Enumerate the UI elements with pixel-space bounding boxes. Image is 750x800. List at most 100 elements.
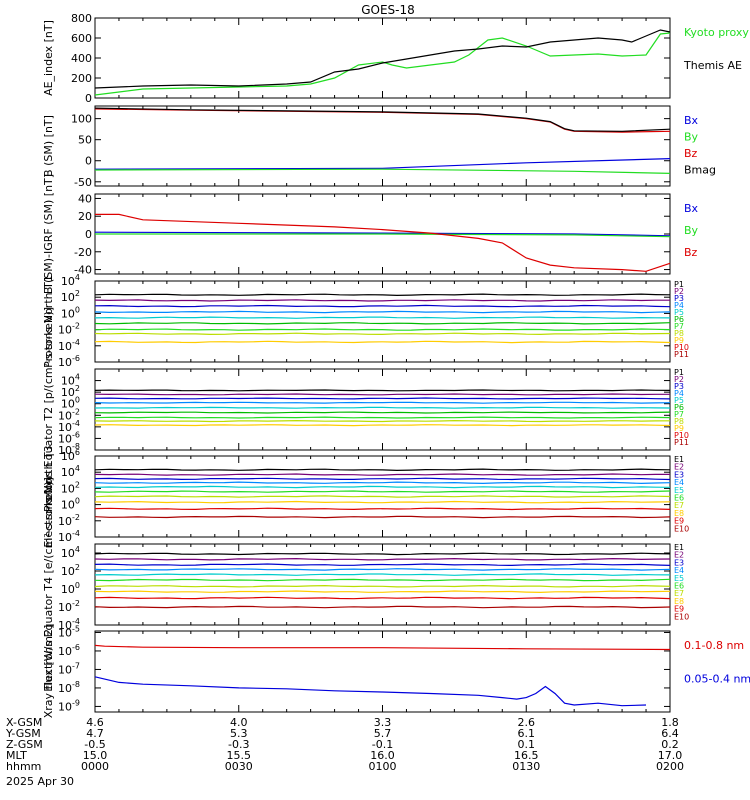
footer-value: 15.0 <box>83 749 108 762</box>
series-line-e2 <box>94 473 670 476</box>
footer-value: 4.6 <box>86 716 104 729</box>
panel-frame <box>94 280 671 363</box>
footer-value: 3.3 <box>374 716 392 729</box>
series-line-e8 <box>94 500 671 504</box>
legend-e4: E4 <box>674 478 684 487</box>
y-axis-label: B (SM) [nT] <box>42 115 55 177</box>
y-tick-exponent: -8 <box>72 680 80 689</box>
panel-frame <box>94 543 671 626</box>
series-line-p6 <box>94 322 671 325</box>
series-line-e8 <box>94 590 671 594</box>
y-axis-label: Protons North T1 <box>42 275 55 368</box>
y-tick-exponent: 0 <box>75 497 80 506</box>
y-tick-exponent: -5 <box>72 624 80 633</box>
series-line-themis-ae <box>94 29 671 89</box>
footer-value: 6.4 <box>661 727 679 740</box>
y-tick-label: 800 <box>71 12 92 25</box>
y-tick-label: 10-4 <box>58 338 80 353</box>
series-line-by <box>95 233 671 238</box>
y-tick-exponent: -7 <box>72 661 80 670</box>
y-tick-exponent: -2 <box>72 513 80 522</box>
y-tick-exponent: 2 <box>75 384 80 393</box>
footer-value: -0.5 <box>84 738 105 751</box>
y-tick-label: -20 <box>74 246 92 259</box>
series-line-p7 <box>94 328 671 331</box>
y-tick-label: -50 <box>74 176 92 189</box>
legend-bx: Bx <box>684 114 699 127</box>
legend-e7: E7 <box>674 589 684 598</box>
series-line-p2 <box>94 393 670 396</box>
y-tick-label: 100 <box>61 581 80 596</box>
legend-themis-ae: Themis AE <box>683 59 742 72</box>
y-tick-exponent: -8 <box>72 442 80 451</box>
y-axis-label: AE_index [nT] <box>42 20 55 96</box>
legend-e6: E6 <box>674 494 684 503</box>
footer-value: -0.1 <box>372 738 393 751</box>
series-line-e6 <box>94 490 671 493</box>
y-tick-label: 10-6 <box>58 643 80 658</box>
y-tick-label: 10-2 <box>58 513 80 528</box>
legend-p10: P10 <box>674 343 689 352</box>
footer-value: 0.2 <box>661 738 679 751</box>
y-tick-label: 100 <box>71 113 92 126</box>
y-tick-label: 0 <box>85 92 92 105</box>
footer-value: 0200 <box>656 760 684 773</box>
legend-p3: P3 <box>674 382 684 391</box>
y-axis-label: Protons Equator T2 [p/(cm²-s-sr-keV)] <box>42 307 55 512</box>
y-tick-exponent: 2 <box>75 289 80 298</box>
series-line-e10 <box>94 605 671 609</box>
legend-e3: E3 <box>674 558 684 567</box>
series-line-p1 <box>94 293 671 297</box>
y-tick-label: 50 <box>78 134 92 147</box>
series-line-p9 <box>94 340 671 344</box>
legend-p9: P9 <box>674 336 684 345</box>
legend-bz: Bz <box>684 147 698 160</box>
series-line-bz <box>95 213 671 272</box>
y-tick-label: -40 <box>74 264 92 277</box>
legend-p10: P10 <box>674 431 689 440</box>
series-line-e4 <box>94 481 671 485</box>
series-line-e5 <box>94 573 671 576</box>
footer-row-label: MLT <box>6 749 27 762</box>
footer-value: 0000 <box>81 760 109 773</box>
legend-kyoto-proxy-ae: Kyoto proxy AE <box>684 26 750 39</box>
series-line-p2 <box>94 299 670 302</box>
footer-value: 15.5 <box>227 749 252 762</box>
footer-row-label: Y-GSM <box>5 727 41 740</box>
footer-value: 6.1 <box>518 727 536 740</box>
legend-p2: P2 <box>674 287 684 296</box>
series-line-e9 <box>94 596 671 600</box>
y-tick-label: 10-2 <box>58 322 80 337</box>
series-line-bmag <box>94 107 671 132</box>
y-tick-label: 10-5 <box>58 624 80 639</box>
footer-value: 0.1 <box>518 738 536 751</box>
panel-frame <box>94 368 671 451</box>
y-tick-exponent: 6 <box>75 448 80 457</box>
panel-1: 800 600 400 200 0 AE_index [nT] Kyoto proxy AE… <box>42 12 750 105</box>
footer-value: 16.5 <box>514 749 539 762</box>
y-tick-exponent: -9 <box>72 698 80 707</box>
legend-p8: P8 <box>674 329 684 338</box>
series-line-p4 <box>94 310 671 314</box>
y-tick-label: 100 <box>61 305 80 320</box>
legend-e6: E6 <box>674 582 684 591</box>
series-line-bx <box>94 158 671 170</box>
legend-e4: E4 <box>674 566 684 575</box>
footer-value: 4.0 <box>230 716 248 729</box>
footer-value: 0030 <box>225 760 253 773</box>
y-tick-exponent: 4 <box>75 273 80 282</box>
y-tick-exponent: -6 <box>72 354 80 363</box>
y-tick-exponent: -4 <box>72 419 80 428</box>
legend-e5: E5 <box>674 486 684 495</box>
y-tick-exponent: -2 <box>72 599 80 608</box>
footer-value: 4.7 <box>86 727 104 740</box>
series-line-bx <box>94 231 671 237</box>
y-tick-label: 0 <box>85 228 92 241</box>
panel-frame <box>94 105 671 187</box>
y-tick-label: 100 <box>61 497 80 512</box>
